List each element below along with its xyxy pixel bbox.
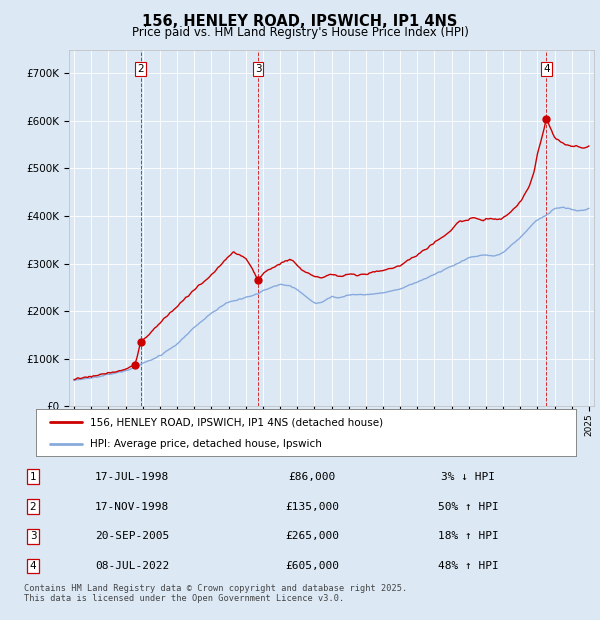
Text: HPI: Average price, detached house, Ipswich: HPI: Average price, detached house, Ipsw… — [90, 439, 322, 449]
Text: £265,000: £265,000 — [285, 531, 339, 541]
Text: Price paid vs. HM Land Registry's House Price Index (HPI): Price paid vs. HM Land Registry's House … — [131, 26, 469, 39]
Text: 08-JUL-2022: 08-JUL-2022 — [95, 561, 169, 571]
Text: 4: 4 — [29, 561, 37, 571]
Text: 17-NOV-1998: 17-NOV-1998 — [95, 502, 169, 512]
Text: £86,000: £86,000 — [289, 472, 335, 482]
Text: 2: 2 — [137, 64, 144, 74]
Text: 3: 3 — [255, 64, 262, 74]
Text: 3% ↓ HPI: 3% ↓ HPI — [441, 472, 495, 482]
Text: 1: 1 — [29, 472, 37, 482]
Text: 50% ↑ HPI: 50% ↑ HPI — [437, 502, 499, 512]
Text: £135,000: £135,000 — [285, 502, 339, 512]
Text: 2: 2 — [29, 502, 37, 512]
Text: £605,000: £605,000 — [285, 561, 339, 571]
Text: 17-JUL-1998: 17-JUL-1998 — [95, 472, 169, 482]
Text: 3: 3 — [29, 531, 37, 541]
Text: 156, HENLEY ROAD, IPSWICH, IP1 4NS (detached house): 156, HENLEY ROAD, IPSWICH, IP1 4NS (deta… — [90, 417, 383, 427]
Text: 20-SEP-2005: 20-SEP-2005 — [95, 531, 169, 541]
Text: 48% ↑ HPI: 48% ↑ HPI — [437, 561, 499, 571]
Text: 4: 4 — [543, 64, 550, 74]
Text: 156, HENLEY ROAD, IPSWICH, IP1 4NS: 156, HENLEY ROAD, IPSWICH, IP1 4NS — [142, 14, 458, 29]
Text: 18% ↑ HPI: 18% ↑ HPI — [437, 531, 499, 541]
Text: Contains HM Land Registry data © Crown copyright and database right 2025.
This d: Contains HM Land Registry data © Crown c… — [24, 584, 407, 603]
